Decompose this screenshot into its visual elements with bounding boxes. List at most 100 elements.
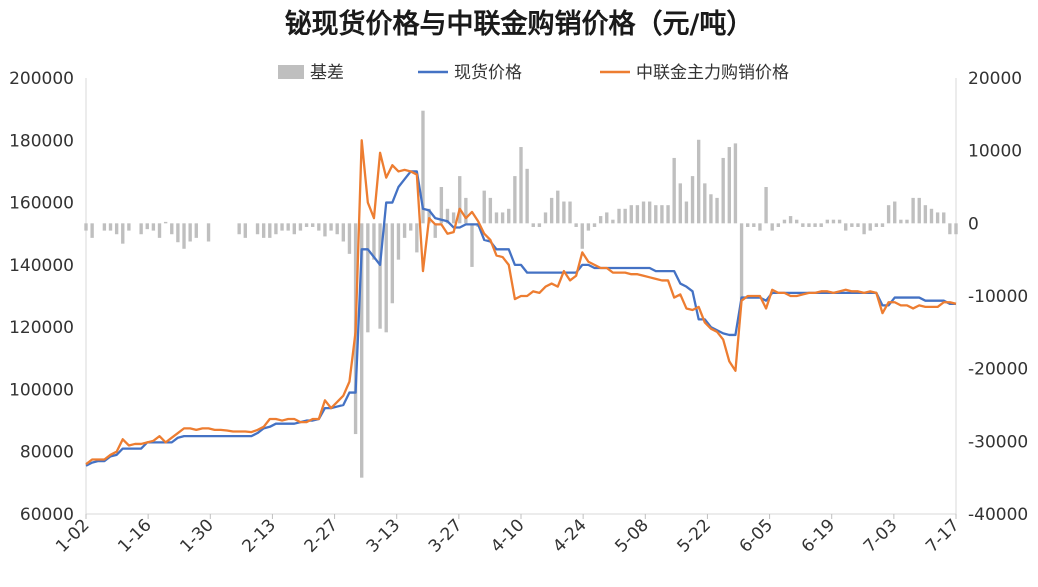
y-right-tick-label: 0 xyxy=(968,214,979,234)
basis-bar xyxy=(507,208,511,224)
basis-bar xyxy=(470,223,474,267)
basis-bar xyxy=(844,223,848,231)
basis-bar xyxy=(690,176,695,224)
basis-bar xyxy=(127,223,131,231)
legend-swatch-basis xyxy=(278,65,304,79)
basis-bar xyxy=(108,223,113,231)
basis-bar xyxy=(923,205,928,224)
basis-bar xyxy=(696,139,701,224)
basis-bar xyxy=(421,110,425,224)
basis-bar xyxy=(433,223,437,238)
basis-bar xyxy=(899,219,903,224)
basis-bar xyxy=(182,223,186,249)
y-right-tick-label: -40000 xyxy=(968,505,1028,525)
legend-label: 现货价格 xyxy=(454,63,522,83)
basis-bar xyxy=(758,223,762,231)
y-left-tick-label: 120000 xyxy=(9,318,74,338)
y-right-tick-label: -10000 xyxy=(968,287,1028,307)
basis-bar xyxy=(727,147,731,224)
basis-bar xyxy=(948,223,952,235)
basis-bar xyxy=(458,176,462,224)
basis-bar xyxy=(255,223,260,235)
basis-bar xyxy=(598,216,603,224)
basis-bar xyxy=(586,223,591,231)
basis-bar xyxy=(482,190,486,224)
basis-bar xyxy=(519,147,523,224)
basis-bar xyxy=(513,176,517,224)
basis-bar xyxy=(317,223,321,231)
basis-bar xyxy=(500,212,505,224)
basis-bar xyxy=(764,187,768,224)
y-left-tick-label: 60000 xyxy=(20,505,74,525)
basis-bar xyxy=(795,219,799,224)
basis-bar xyxy=(813,223,817,227)
basis-bar xyxy=(782,219,787,224)
basis-bar xyxy=(617,208,621,224)
basis-bar xyxy=(776,223,781,227)
legend-label: 中联金主力购销价格 xyxy=(636,63,789,83)
basis-bar xyxy=(237,223,241,235)
basis-bar xyxy=(427,208,431,224)
basis-bar xyxy=(733,143,738,224)
basis-bar xyxy=(856,223,860,227)
basis-bar xyxy=(880,223,885,227)
basis-bar xyxy=(335,223,339,235)
y-right-tick-label: -20000 xyxy=(968,360,1028,380)
basis-bar xyxy=(384,223,388,333)
basis-bar xyxy=(261,223,266,238)
basis-bar xyxy=(549,197,554,224)
basis-bar xyxy=(445,208,450,224)
basis-bar xyxy=(862,223,866,235)
basis-bar xyxy=(90,223,94,238)
basis-bar xyxy=(366,223,370,333)
basis-bar xyxy=(531,223,535,227)
basis-bar xyxy=(647,201,652,224)
basis-bar xyxy=(464,197,468,224)
zlj-price-line xyxy=(85,139,957,466)
basis-bar xyxy=(660,205,664,224)
basis-bar xyxy=(629,205,633,224)
basis-bar xyxy=(935,212,940,224)
y-left-tick-label: 180000 xyxy=(9,131,74,151)
basis-bar xyxy=(893,201,897,224)
basis-bar xyxy=(286,223,290,231)
basis-bar xyxy=(568,201,572,224)
basis-bar xyxy=(905,219,909,224)
basis-bar xyxy=(611,219,615,224)
basis-bar xyxy=(292,223,296,235)
basis-bar xyxy=(163,221,168,224)
basis-bar xyxy=(788,216,793,224)
y-right-tick-label: -30000 xyxy=(968,432,1028,452)
basis-bar xyxy=(954,223,958,235)
basis-bar xyxy=(409,223,413,231)
basis-bar xyxy=(739,223,744,300)
basis-bar xyxy=(807,223,811,227)
y-left-tick-label: 140000 xyxy=(9,256,74,276)
basis-bar xyxy=(341,223,346,242)
basis-bar xyxy=(709,194,713,224)
basis-bar xyxy=(825,219,830,224)
basis-bar xyxy=(746,223,750,227)
basis-bar xyxy=(801,223,805,227)
basis-bar xyxy=(525,168,529,224)
basis-bar xyxy=(543,212,548,224)
basis-bar xyxy=(402,223,407,238)
basis-bar xyxy=(641,201,646,224)
basis-bar xyxy=(102,223,107,231)
basis-bar xyxy=(488,197,493,224)
basis-bar xyxy=(311,223,315,227)
y-left-tick-label: 80000 xyxy=(20,443,74,463)
basis-bar xyxy=(151,223,156,231)
basis-bar xyxy=(929,208,934,224)
basis-bar xyxy=(623,208,627,224)
y-right-tick-label: 20000 xyxy=(968,69,1022,89)
basis-bar xyxy=(390,223,395,304)
y-left-tick-label: 100000 xyxy=(9,380,74,400)
basis-bar xyxy=(672,157,676,224)
basis-bar xyxy=(715,197,719,224)
basis-bar xyxy=(323,223,327,237)
basis-bar xyxy=(684,201,689,224)
basis-bar xyxy=(139,223,143,235)
